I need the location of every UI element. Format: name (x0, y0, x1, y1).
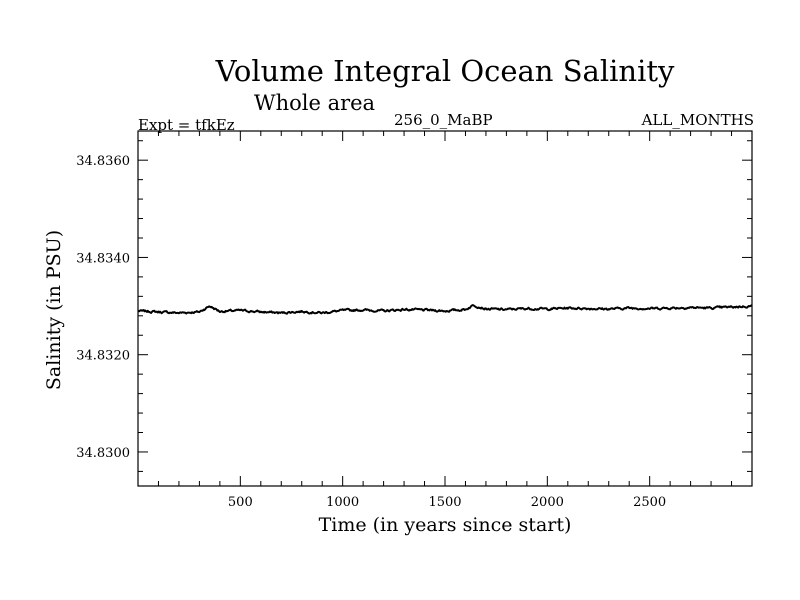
x-tick-label: 1500 (428, 495, 461, 510)
experiment-label: Expt = tfkEz (138, 116, 235, 134)
x-tick-label: 2500 (633, 495, 666, 510)
chart-subtitle: Whole area (254, 91, 376, 115)
period-label: ALL_MONTHS (641, 111, 754, 129)
run-label: 256_0_MaBP (394, 111, 493, 129)
plot-frame (137, 130, 753, 487)
x-tick-label: 2000 (531, 495, 564, 510)
salinity-series-line (137, 304, 753, 315)
axis-ticks (138, 131, 752, 486)
y-tick-label: 34.8340 (76, 251, 130, 266)
chart-title: Volume Integral Ocean Salinity (215, 54, 675, 88)
x-tick-label: 500 (228, 495, 253, 510)
y-tick-label: 34.8360 (76, 154, 130, 169)
x-tick-label: 1000 (326, 495, 359, 510)
y-tick-label: 34.8320 (76, 349, 130, 364)
tick-labels: 500 1000 1500 2000 2500 34.8300 34.8320 34.8340… (76, 154, 666, 510)
y-tick-label: 34.8300 (76, 446, 130, 461)
x-axis-label: Time (in years since start) (318, 514, 572, 536)
